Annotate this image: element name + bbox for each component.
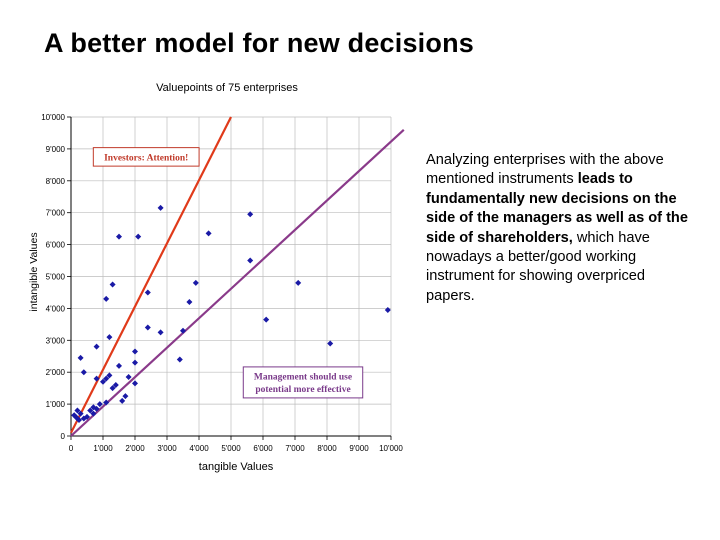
data-point [384,306,391,313]
x-tick-label: 1'000 [93,444,113,453]
annotation-text: Management should use potential more effe… [254,373,352,396]
y-tick-label: 3'000 [46,336,66,345]
x-axis-label: tangible Values [199,461,274,473]
data-point [144,289,151,296]
x-tick-label: 5'000 [221,444,241,453]
slide-title: A better model for new decisions [44,28,474,58]
y-tick-label: 4'000 [46,304,66,313]
data-point [109,385,116,392]
data-point [263,316,270,323]
data-point [76,417,82,424]
data-point [106,372,113,379]
data-point [247,211,254,218]
description-text: Analyzing enterprises with the above men… [426,151,690,306]
data-point [192,279,199,286]
data-point [132,380,138,387]
data-point [157,204,164,211]
data-point [103,375,110,382]
data-point [205,230,212,237]
y-tick-label: 2'000 [46,368,66,377]
data-point [80,369,87,376]
data-point [122,393,129,400]
y-axis-label: intangible Values [28,232,40,311]
data-point [74,407,81,414]
data-point [80,415,87,422]
data-point [116,233,122,240]
data-point [295,279,302,286]
y-tick-label: 5'000 [46,273,66,282]
description-part-1: Analyzing enterprises with the above men… [426,152,664,188]
reference-line-2 [70,128,405,437]
x-tick-label: 9'000 [349,444,369,453]
data-point [100,378,106,385]
data-point [180,327,186,334]
data-point [247,257,254,264]
x-tick-label: 4'000 [189,444,209,453]
data-point [90,404,97,411]
x-tick-label: 7'000 [285,444,305,453]
data-points [71,204,391,424]
data-point [157,329,164,336]
annotations: Investors: Attention! Management should u… [92,147,364,399]
data-point [186,299,193,306]
y-axis: 0 1'000 2'000 3'000 4'000 5'000 6'000 7'000 8'00… [41,113,72,441]
data-point [77,410,84,417]
y-tick-label: 6'000 [46,241,66,250]
data-point [144,324,151,331]
x-axis: 0 1'000 2'000 3'000 4'000 5'000 6'000 7'000 8'00… [69,435,403,453]
data-point [125,373,132,380]
annotation-box [92,147,200,167]
x-tick-label: 10'000 [379,444,403,453]
x-tick-label: 2'000 [125,444,145,453]
annotation-1: Investors: Attention! [92,147,200,167]
y-tick-label: 0 [61,432,66,441]
annotation-box [242,366,364,399]
data-point [71,412,78,419]
data-point [132,359,138,366]
data-point [116,362,122,369]
data-point [93,375,100,382]
data-point [119,397,126,404]
x-tick-label: 0 [69,444,74,453]
annotation-text: Investors: Attention! [104,153,188,163]
y-tick-label: 10'000 [41,113,65,122]
data-point [135,233,142,240]
data-point [109,281,116,288]
data-point [103,399,110,406]
chart-title: Valuepoints of 75 enterprises [156,82,298,94]
data-point [87,407,94,414]
x-tick-label: 3'000 [157,444,177,453]
data-point [96,401,103,408]
y-tick-label: 1'000 [46,400,66,409]
description-emphasis: leads to fundamentally new decisions on … [426,171,688,246]
data-point [93,343,100,350]
data-point [106,334,113,341]
data-point [77,354,84,361]
x-tick-label: 6'000 [253,444,273,453]
data-point [327,340,334,347]
data-point [176,356,183,363]
description-part-3: which have nowadays a better/good workin… [426,229,650,304]
annotation-2: Management should use potential more effe… [242,366,364,399]
data-point [132,348,138,355]
data-point [112,381,119,388]
y-tick-label: 8'000 [46,177,66,186]
x-tick-label: 8'000 [317,444,337,453]
y-tick-label: 7'000 [46,209,66,218]
y-tick-label: 9'000 [46,145,66,154]
data-point [103,295,110,302]
data-point [90,410,97,417]
